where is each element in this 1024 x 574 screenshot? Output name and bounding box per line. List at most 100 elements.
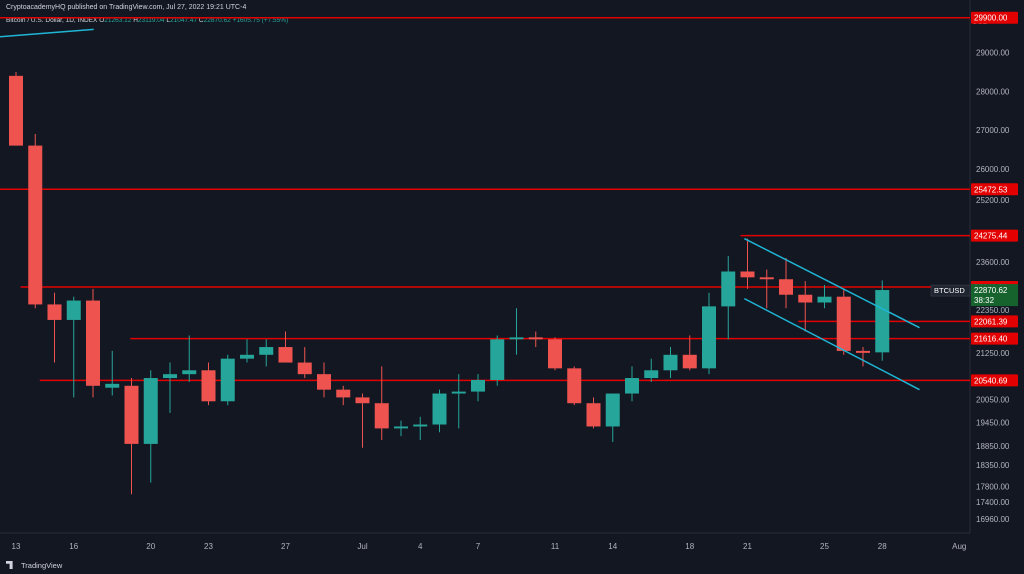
y-tick-label: 22350.00 — [976, 306, 1010, 315]
tradingview-footer[interactable]: TradingView — [6, 561, 62, 570]
x-tick-label: 14 — [608, 542, 617, 551]
candle-body — [336, 389, 351, 398]
x-tick-label: Aug — [952, 542, 966, 551]
candle-body — [509, 337, 524, 340]
level-price-label: 29900.00 — [974, 14, 1008, 23]
x-tick-label: 4 — [418, 542, 423, 551]
y-tick-label: 20050.00 — [976, 395, 1010, 404]
level-price-label: 25472.53 — [974, 185, 1008, 194]
candle-body — [86, 300, 100, 386]
candle-body — [625, 378, 639, 394]
x-tick-label: 16 — [69, 542, 78, 551]
candle-body — [317, 374, 331, 390]
candle-body — [201, 370, 216, 402]
x-tick-label: 18 — [685, 542, 694, 551]
close-value: 22870.62 — [203, 17, 231, 24]
candle-body — [605, 393, 620, 427]
symbol-title: Bitcoin / U.S. Dollar, 1D, INDEX — [6, 17, 98, 24]
candle-body — [47, 304, 62, 320]
level-price-tag — [971, 11, 1018, 24]
candle-body — [28, 145, 43, 305]
y-tick-label: 16960.00 — [976, 515, 1010, 524]
y-tick-label: 18350.00 — [976, 461, 1010, 470]
candle-body — [124, 385, 139, 444]
candle-body — [66, 300, 81, 320]
candle-body — [702, 306, 716, 369]
tradingview-brand: TradingView — [21, 561, 63, 570]
publisher-caption: CryptoacademyHQ published on TradingView… — [6, 4, 247, 11]
candle-body — [297, 362, 312, 375]
candle-body — [567, 368, 582, 404]
candle-body — [9, 75, 23, 146]
candle-body — [740, 271, 755, 278]
high-value: 23119.04 — [137, 17, 165, 24]
low-label: L — [166, 17, 170, 24]
candle-body — [182, 370, 197, 375]
candle-body — [394, 426, 408, 429]
x-tick-label: 13 — [12, 542, 21, 551]
x-tick-label: 20 — [146, 542, 155, 551]
trendline — [744, 237, 920, 329]
candle-body — [836, 296, 851, 351]
change-value: +1605.75 (+7.55%) — [232, 17, 289, 24]
candle-body — [586, 403, 601, 427]
candle-body — [220, 358, 235, 402]
y-tick-label: 17400.00 — [976, 498, 1010, 507]
candle-body — [759, 277, 774, 280]
x-tick-label: 11 — [551, 542, 560, 551]
candle-body — [875, 290, 890, 353]
y-tick-label: 19450.00 — [976, 419, 1010, 428]
y-tick-label: 25200.00 — [976, 196, 1010, 205]
y-tick-label: 17800.00 — [976, 483, 1010, 492]
candle-body — [105, 383, 120, 388]
close-label: C — [198, 17, 204, 24]
level-price-label: 24275.44 — [974, 232, 1008, 241]
level-price-tag — [971, 332, 1018, 345]
y-tick-label: 29000.00 — [976, 49, 1010, 58]
x-tick-label: 25 — [820, 542, 829, 551]
level-price-tag — [971, 183, 1018, 196]
candle-body — [471, 379, 485, 392]
y-tick-label: 26000.00 — [976, 165, 1010, 174]
x-tick-label: 23 — [204, 542, 213, 551]
y-tick-label: 28000.00 — [976, 87, 1010, 96]
open-label: O — [99, 17, 105, 24]
current-price-tag — [971, 284, 1018, 307]
bar-countdown-label: 38:32 — [974, 296, 995, 305]
y-tick-label: 21250.00 — [976, 349, 1010, 358]
low-value: 21047.47 — [169, 17, 198, 24]
candle-body — [663, 354, 678, 371]
trendline — [0, 28, 94, 38]
level-price-label: 22061.39 — [974, 317, 1008, 326]
x-tick-label: 21 — [743, 542, 752, 551]
candle-body — [721, 271, 736, 307]
trendline — [744, 297, 920, 391]
current-price-label: 22870.62 — [974, 286, 1008, 295]
symbol-tag — [930, 284, 971, 297]
candle-body — [451, 391, 466, 394]
ohlc-legend: Bitcoin / U.S. Dollar, 1D, INDEX O21263.… — [6, 17, 288, 24]
candle-body — [798, 294, 813, 303]
x-tick-label: Jul — [357, 542, 367, 551]
level-price-tag — [971, 315, 1018, 328]
x-tick-label: 7 — [476, 542, 481, 551]
candle-body — [856, 350, 870, 353]
y-tick-label: 23600.00 — [976, 258, 1010, 267]
level-price-tag — [971, 374, 1018, 387]
candle-body — [432, 393, 447, 425]
candle-body — [644, 370, 659, 379]
x-tick-label: 27 — [281, 542, 290, 551]
candle-body — [355, 397, 370, 404]
candle-body — [779, 279, 793, 295]
candle-body — [240, 354, 254, 359]
candle-body — [163, 374, 177, 379]
level-price-tag — [971, 229, 1018, 242]
y-tick-label: 27000.00 — [976, 126, 1010, 135]
y-tick-label: 18850.00 — [976, 442, 1010, 451]
candle-body — [548, 339, 562, 369]
candle-body — [278, 347, 293, 363]
candle-body — [259, 347, 274, 355]
candle-body — [682, 354, 697, 369]
candle-body — [374, 403, 389, 429]
